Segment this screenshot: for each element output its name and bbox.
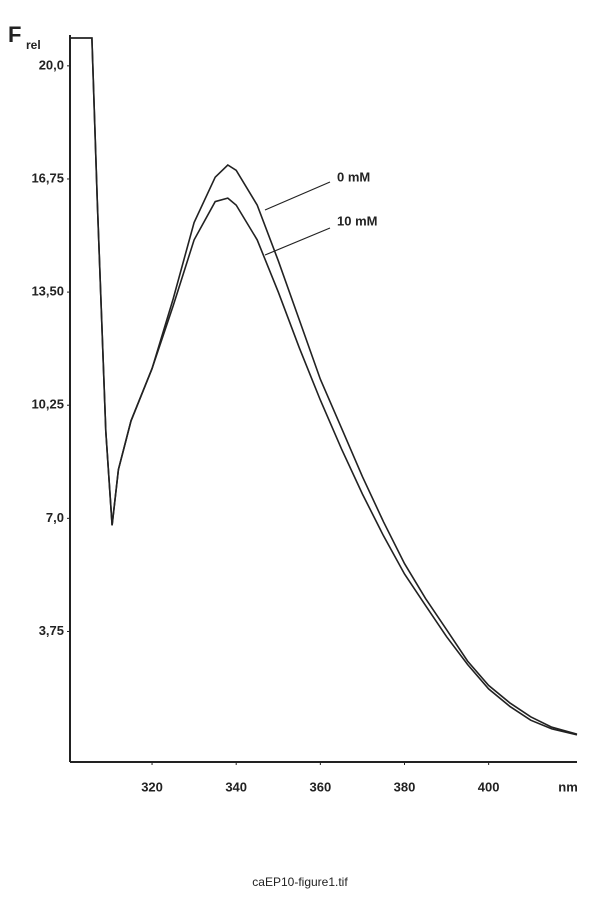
series-line — [70, 37, 578, 735]
x-tick-label: 400 — [478, 779, 500, 794]
x-tick-label: 320 — [141, 779, 163, 794]
y-tick-label: 10,25 — [31, 397, 64, 412]
x-tick-label: 340 — [225, 779, 247, 794]
y-tick-label: 3,75 — [39, 623, 64, 638]
y-tick-label: 7,0 — [46, 510, 64, 525]
y-label-subscript: rel — [26, 38, 41, 52]
x-tick-label: 360 — [309, 779, 331, 794]
series-label: 10 mM — [337, 213, 377, 228]
series-label: 0 mM — [337, 169, 370, 184]
y-tick-label: 20,0 — [39, 57, 64, 72]
leader-line — [264, 181, 331, 211]
leader-line — [264, 227, 331, 256]
y-tick-label: 13,50 — [31, 284, 64, 299]
x-tick-label: 380 — [394, 779, 416, 794]
y-tick-label: 16,75 — [31, 170, 64, 185]
series-line — [70, 37, 578, 736]
x-label: nm — [558, 779, 578, 794]
y-label: F — [8, 22, 21, 47]
caption: caEP10-figure1.tif — [252, 875, 348, 889]
